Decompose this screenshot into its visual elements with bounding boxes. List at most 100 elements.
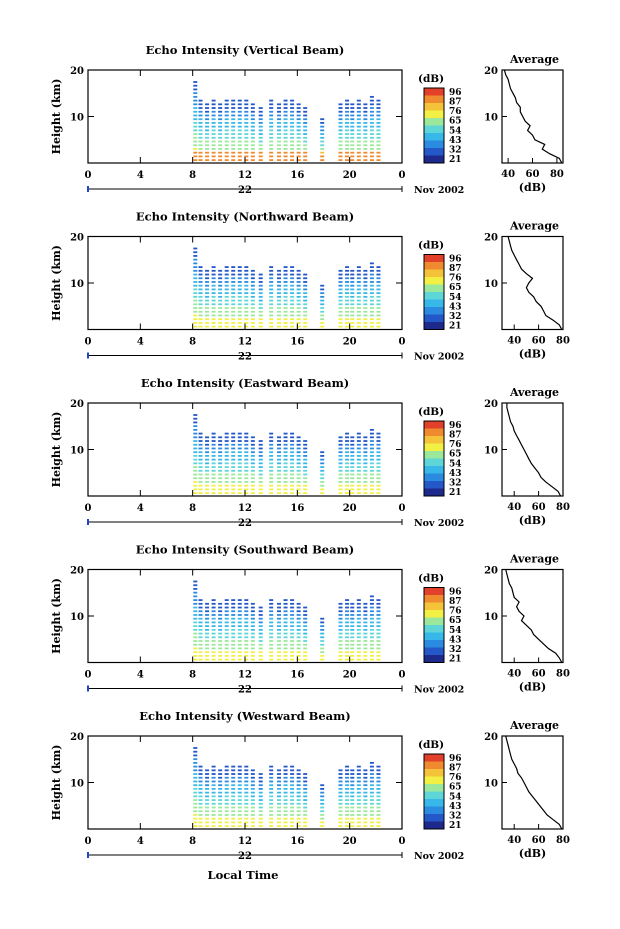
echo-sample [290, 129, 295, 132]
echo-sample [205, 802, 210, 805]
y-axis-label: Height (km) [50, 578, 63, 654]
echo-sample [290, 769, 295, 772]
echo-sample [258, 802, 263, 805]
echo-sample [211, 647, 216, 650]
colorbar-swatch [424, 130, 444, 134]
echo-sample [369, 458, 374, 461]
echo-sample [338, 636, 343, 639]
echo-sample [258, 643, 263, 646]
echo-sample [290, 654, 295, 657]
echo-sample [303, 133, 308, 135]
echo-sample [320, 303, 325, 306]
echo-sample [338, 148, 343, 150]
echo-sample [320, 788, 325, 790]
echo-sample [363, 481, 368, 483]
echo-sample [290, 148, 295, 150]
echo-sample [193, 129, 198, 132]
echo-sample [376, 107, 381, 109]
echo-sample [237, 802, 242, 805]
echo-sample [369, 610, 374, 613]
echo-sample [376, 451, 381, 454]
echo-sample [290, 628, 295, 631]
echo-sample [205, 288, 210, 291]
echo-sample [211, 114, 216, 117]
colorbar-swatch [424, 645, 444, 648]
echo-sample [224, 821, 229, 824]
echo-sample [350, 802, 355, 805]
echo-sample [237, 651, 242, 654]
echo-sample [237, 133, 242, 135]
echo-sample [244, 458, 249, 461]
echo-sample [303, 458, 308, 461]
colorbar-tick-label: 87 [449, 264, 462, 274]
echo-sample [363, 118, 368, 121]
echo-sample [237, 299, 242, 302]
echo-sample [303, 273, 308, 276]
x-tick-label: 0 [85, 170, 92, 181]
echo-sample [244, 110, 249, 113]
echo-sample [303, 477, 308, 480]
echo-sample [211, 325, 216, 328]
echo-sample [283, 795, 288, 798]
echo-sample [350, 617, 355, 620]
echo-sample [193, 621, 198, 624]
echo-sample [237, 632, 242, 635]
echo-sample [345, 110, 350, 113]
y-tick-label: 20 [70, 399, 84, 410]
echo-sample [218, 133, 223, 135]
echo-sample [376, 269, 381, 272]
echo-sample [198, 791, 203, 794]
echo-sample [356, 155, 361, 158]
echo-sample [290, 647, 295, 650]
echo-sample [269, 310, 274, 313]
echo-sample [338, 791, 343, 794]
echo-sample [376, 159, 381, 162]
echo-sample [205, 462, 210, 465]
echo-sample [345, 780, 350, 783]
echo-sample [269, 654, 274, 657]
echo-sample [283, 492, 288, 495]
echo-sample [277, 821, 282, 824]
echo-sample [369, 125, 374, 128]
echo-samples [193, 580, 381, 661]
colorbar-swatch [424, 105, 444, 109]
echo-sample [198, 299, 203, 302]
echo-sample [290, 288, 295, 291]
echo-sample [356, 621, 361, 624]
echo-sample [237, 292, 242, 295]
echo-sample [237, 314, 242, 317]
echo-sample [345, 266, 350, 268]
echo-sample [198, 303, 203, 306]
echo-sample [224, 266, 229, 268]
echo-sample [224, 640, 229, 642]
echo-sample [198, 436, 203, 439]
echo-sample [338, 484, 343, 487]
echo-sample [258, 817, 263, 820]
echo-sample [356, 806, 361, 809]
echo-sample [376, 481, 381, 483]
echo-sample [224, 314, 229, 317]
echo-sample [363, 269, 368, 272]
colorbar-swatch [424, 160, 444, 164]
echo-sample [193, 81, 198, 83]
echo-sample [269, 636, 274, 639]
echo-sample [376, 462, 381, 465]
echo-sample [369, 488, 374, 491]
echo-sample [237, 466, 242, 468]
echo-sample [237, 432, 242, 435]
echo-sample [369, 428, 374, 431]
echo-sample [356, 825, 361, 828]
echo-sample [356, 658, 361, 661]
echo-sample [250, 114, 255, 117]
echo-sample [205, 440, 210, 442]
echo-sample [258, 292, 263, 295]
echo-sample [369, 462, 374, 465]
echo-sample [277, 776, 282, 779]
echo-sample [290, 455, 295, 457]
echo-sample [356, 99, 361, 102]
echo-sample [211, 273, 216, 276]
echo-sample [303, 658, 308, 661]
echo-sample [283, 277, 288, 280]
profile-x-tick-label: 60 [532, 669, 546, 680]
echo-sample [345, 129, 350, 132]
